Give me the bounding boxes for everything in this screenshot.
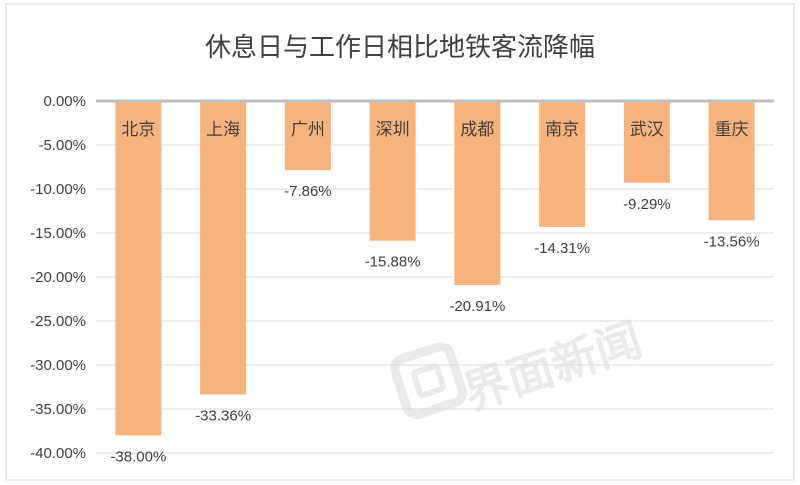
bar <box>708 101 755 221</box>
bar <box>623 101 670 183</box>
jiemian-logo-icon <box>390 342 467 420</box>
category-label: 重庆 <box>715 120 749 140</box>
category-label: 广州 <box>291 120 325 140</box>
y-tick-label: -35.00% <box>30 401 86 418</box>
bars <box>115 101 755 436</box>
bar <box>284 101 331 171</box>
y-tick-label: -25.00% <box>30 313 86 330</box>
chart-title: 休息日与工作日相比地铁客流降幅 <box>205 33 595 63</box>
data-label: -38.00% <box>110 448 166 465</box>
data-label: -33.36% <box>195 408 251 425</box>
y-tick-label: -10.00% <box>30 181 86 198</box>
y-tick-label: -30.00% <box>30 357 86 374</box>
data-labels: -38.00% -33.36% -7.86% -15.88% -20.91% -14.31… <box>110 183 759 465</box>
y-tick-label: -20.00% <box>30 269 86 286</box>
bar <box>115 101 162 436</box>
data-label: -7.86% <box>284 183 332 200</box>
bar <box>454 101 501 286</box>
category-label: 成都 <box>460 120 494 140</box>
category-label: 武汉 <box>630 120 664 140</box>
y-tick-label: -40.00% <box>30 445 86 462</box>
category-label: 南京 <box>545 120 579 140</box>
y-axis-ticks: 0.00% -5.00% -10.00% -15.00% -20.00% -25.00% -… <box>30 93 86 462</box>
data-label: -20.91% <box>449 298 505 315</box>
category-label: 北京 <box>121 120 155 140</box>
y-tick-label: 0.00% <box>43 93 86 110</box>
category-label: 上海 <box>206 120 240 140</box>
data-label: -15.88% <box>365 254 421 271</box>
y-tick-label: -5.00% <box>38 137 86 154</box>
category-label: 深圳 <box>376 120 410 140</box>
category-labels: 北京 上海 广州 深圳 成都 南京 武汉 重庆 <box>121 120 748 140</box>
data-label: -14.31% <box>534 240 590 257</box>
bar <box>369 101 416 241</box>
data-label: -13.56% <box>704 233 760 250</box>
bar <box>200 101 247 395</box>
y-tick-label: -15.00% <box>30 225 86 242</box>
bar <box>539 101 586 227</box>
data-label: -9.29% <box>623 196 671 213</box>
